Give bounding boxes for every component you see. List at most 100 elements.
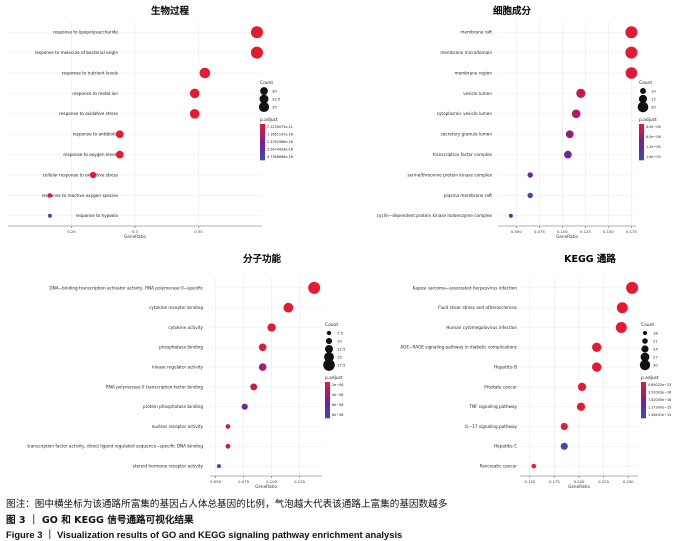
size-legend-dot bbox=[643, 331, 647, 335]
color-legend-label: 4.7366686e-16 bbox=[267, 155, 293, 159]
category-label: response to reactive oxygen species bbox=[42, 193, 118, 198]
data-point bbox=[564, 150, 572, 159]
color-legend-label: 8e−08 bbox=[332, 413, 343, 417]
color-legend-swatch bbox=[325, 386, 330, 389]
panel-title: 生物过程 bbox=[151, 5, 190, 17]
category-label: membrane microdomain bbox=[440, 50, 492, 55]
enrichment-figure: 生物过程 0.25 0.3 0.35 GeneRatio response to lipo… bbox=[8, 5, 671, 489]
size-legend-label: 20 bbox=[651, 105, 656, 110]
data-point bbox=[508, 213, 513, 218]
size-legend-label: 18 bbox=[653, 331, 658, 336]
category-label: membrane region bbox=[455, 70, 493, 75]
size-legend-dot bbox=[326, 330, 332, 336]
color-legend-swatch bbox=[641, 386, 646, 389]
category-label: Hepatitis B bbox=[494, 365, 517, 370]
color-legend-swatch bbox=[260, 132, 265, 135]
size-legend-dot bbox=[325, 345, 333, 353]
color-legend-label: 4.69022e−23 bbox=[648, 383, 671, 387]
size-legend-label: 12.5 bbox=[337, 347, 346, 352]
color-legend-swatch bbox=[641, 406, 646, 409]
chart-panel-2: 细胞成分 0.050 0.075 0.100 0.125 0.150 0.175 GeneRa… bbox=[377, 5, 661, 239]
data-point bbox=[250, 46, 263, 59]
color-legend-swatch bbox=[325, 410, 330, 413]
size-legend-title: Count bbox=[641, 322, 654, 328]
category-label: response to antibiotic bbox=[73, 132, 119, 137]
color-legend-swatch bbox=[325, 392, 330, 395]
data-point bbox=[225, 424, 231, 429]
color-legend-swatch bbox=[325, 416, 330, 419]
color-legend-swatch bbox=[325, 414, 330, 417]
color-legend-swatch bbox=[325, 396, 330, 399]
color-legend-swatch bbox=[639, 152, 644, 155]
color-legend-swatch bbox=[639, 144, 644, 147]
data-point bbox=[626, 281, 639, 294]
color-legend-swatch bbox=[260, 150, 265, 153]
size-legend-dot bbox=[259, 94, 269, 104]
color-legend-label: 2.3762966e-16 bbox=[267, 140, 293, 144]
color-legend-label: 7.82005e−16 bbox=[648, 398, 671, 402]
category-label: response to molecule of bacterial origin bbox=[35, 50, 119, 55]
color-legend-swatch bbox=[260, 148, 265, 151]
color-legend-label: 7.1230073e-21 bbox=[267, 125, 293, 129]
x-tick-label: 0.200 bbox=[574, 479, 585, 484]
category-label: Prostate cancer bbox=[484, 384, 517, 389]
data-point bbox=[250, 26, 263, 39]
color-legend-title: p.adjust bbox=[641, 375, 659, 381]
size-legend-dot bbox=[637, 101, 649, 113]
size-legend-dot bbox=[642, 338, 648, 344]
data-point bbox=[592, 342, 602, 352]
color-legend-swatch bbox=[325, 404, 330, 407]
category-label: cytokine activity bbox=[168, 325, 203, 330]
color-legend-swatch bbox=[260, 126, 265, 129]
data-point bbox=[576, 88, 586, 98]
category-label: response to oxygen levels bbox=[63, 152, 118, 157]
category-label: TNF signaling pathway bbox=[468, 404, 517, 409]
data-point bbox=[625, 26, 638, 39]
data-point bbox=[258, 363, 267, 371]
color-legend-swatch bbox=[260, 140, 265, 143]
category-label: AGE−RAGE signaling pathway in diabetic c… bbox=[400, 345, 517, 350]
figure-title-cn: 图 3 ｜ GO 和 KEGG 信号通路可视化结果 bbox=[6, 515, 194, 526]
color-legend-title: p.adjust bbox=[325, 375, 343, 381]
color-legend-swatch bbox=[260, 128, 265, 131]
color-legend-swatch bbox=[260, 146, 265, 149]
data-point bbox=[115, 150, 124, 159]
data-point bbox=[250, 383, 258, 391]
x-tick-label: 0.175 bbox=[626, 229, 637, 234]
x-tick-label: 0.150 bbox=[524, 479, 535, 484]
color-legend-swatch bbox=[639, 158, 644, 161]
color-legend-swatch bbox=[641, 388, 646, 391]
data-point bbox=[267, 323, 276, 332]
x-axis-label: GeneRatio bbox=[556, 234, 578, 239]
size-legend-dot bbox=[258, 101, 270, 113]
data-point bbox=[560, 422, 568, 431]
color-legend-swatch bbox=[639, 138, 644, 141]
color-legend-swatch bbox=[641, 412, 646, 415]
color-legend-swatch bbox=[325, 402, 330, 405]
color-legend-label: 4e−08 bbox=[332, 393, 343, 397]
color-legend-swatch bbox=[260, 158, 265, 161]
category-label: IL−17 signaling pathway bbox=[465, 424, 517, 429]
color-legend-label: 1.2e−05 bbox=[646, 145, 661, 149]
data-point bbox=[625, 46, 638, 59]
category-label: cytokine receptor binding bbox=[149, 305, 203, 310]
color-legend-swatch bbox=[260, 134, 265, 137]
size-legend-dot bbox=[260, 87, 268, 95]
x-tick-label: 0.25 bbox=[67, 229, 76, 234]
color-legend-swatch bbox=[325, 406, 330, 409]
color-legend-swatch bbox=[641, 396, 646, 399]
size-legend-label: 10 bbox=[337, 339, 342, 344]
x-tick-label: 0.075 bbox=[238, 479, 249, 484]
x-tick-label: 0.150 bbox=[603, 229, 614, 234]
data-point bbox=[615, 322, 627, 333]
color-legend-label: 1.6e−05 bbox=[646, 155, 661, 159]
category-label: protein phosphatase binding bbox=[143, 404, 203, 409]
color-legend-swatch bbox=[260, 136, 265, 139]
category-label: serine/threonine protein kinase complex bbox=[407, 172, 492, 177]
x-tick-label: 0.075 bbox=[534, 229, 545, 234]
x-axis-label: GeneRatio bbox=[568, 484, 590, 489]
color-legend-swatch bbox=[641, 414, 646, 417]
data-point bbox=[625, 67, 638, 79]
size-legend-dot bbox=[324, 352, 334, 362]
color-legend-swatch bbox=[260, 130, 265, 133]
